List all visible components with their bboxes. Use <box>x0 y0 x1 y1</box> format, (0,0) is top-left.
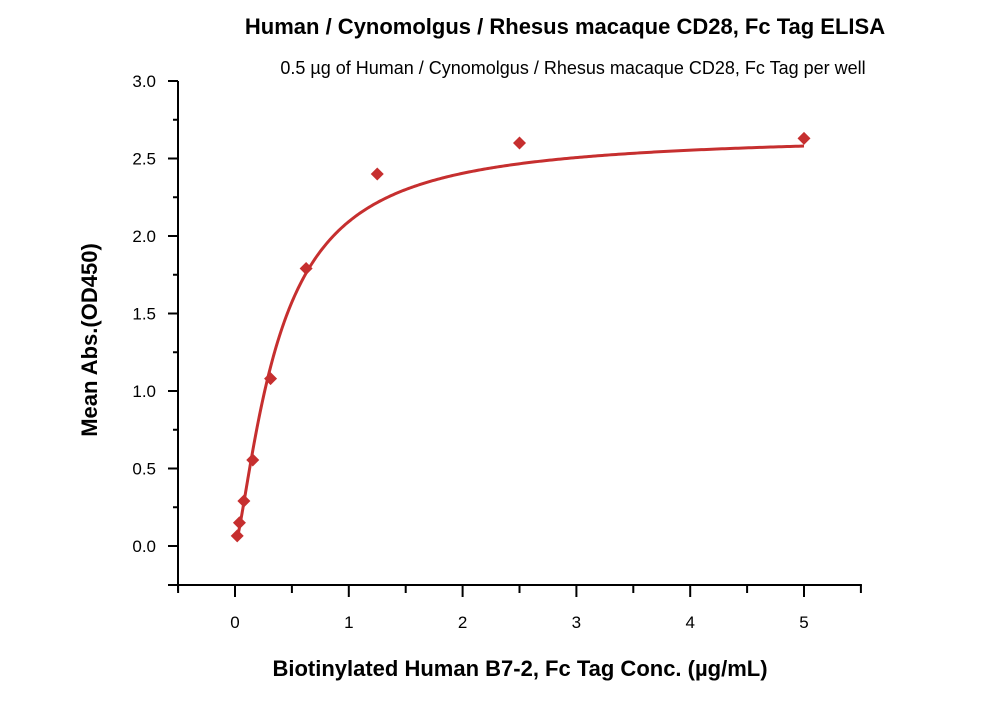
y-tick-label: 2.5 <box>132 150 156 169</box>
axes <box>168 81 862 591</box>
fit-curve-path <box>235 144 805 539</box>
diamond-marker <box>797 131 811 145</box>
x-tick-label: 2 <box>458 613 467 632</box>
x-tick-label: 5 <box>799 613 808 632</box>
y-tick-label: 1.5 <box>132 305 156 324</box>
y-tick-label: 3.0 <box>132 72 156 91</box>
y-tick-label: 0.0 <box>132 537 156 556</box>
chart-subtitle: 0.5 µg of Human / Cynomolgus / Rhesus ma… <box>280 58 866 78</box>
y-tick-label: 1.0 <box>132 382 156 401</box>
x-tick-label: 3 <box>572 613 581 632</box>
x-tick-label: 1 <box>344 613 353 632</box>
chart-title: Human / Cynomolgus / Rhesus macaque CD28… <box>244 14 886 39</box>
diamond-marker <box>230 529 244 543</box>
diamond-marker <box>513 136 526 150</box>
diamond-marker <box>299 262 313 276</box>
diamond-marker <box>370 167 384 181</box>
y-tick-label: 0.5 <box>132 460 156 479</box>
x-tick-label: 0 <box>230 613 239 632</box>
diamond-marker <box>232 516 246 530</box>
axis-ticks: 0.0 0.5 1.0 1.5 2.0 2.5 3.0 0 1 2 3 4 5 <box>132 72 862 632</box>
y-tick-label: 2.0 <box>132 227 156 246</box>
diamond-marker <box>237 494 251 508</box>
diamond-marker <box>264 372 278 386</box>
x-tick-label: 4 <box>685 613 694 632</box>
x-axis-label: Biotinylated Human B7-2, Fc Tag Conc. (µ… <box>272 656 768 681</box>
data-points <box>230 131 811 543</box>
fit-curve <box>235 144 805 539</box>
diamond-marker <box>246 453 260 467</box>
